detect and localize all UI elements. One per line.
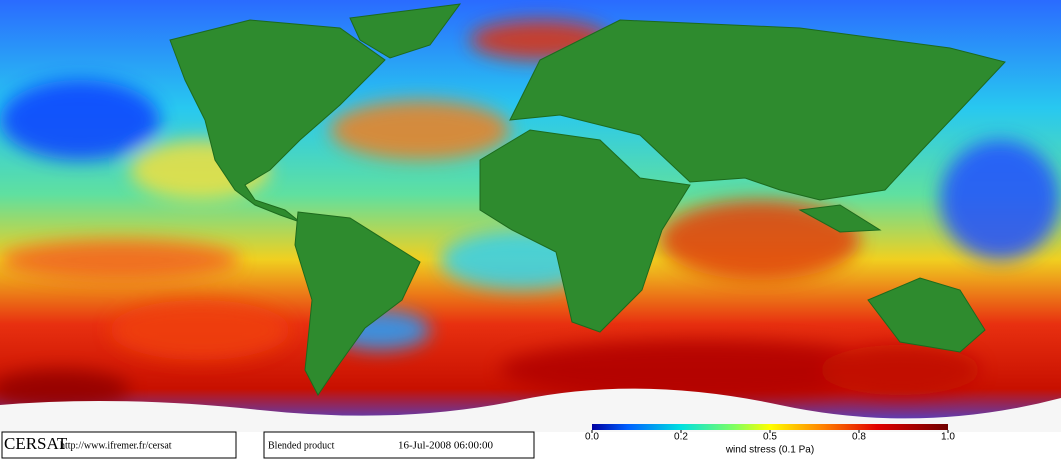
colorbar-tick-label: 0.5 xyxy=(763,432,777,443)
colorbar-ticks: 0.0 0.2 0.5 0.8 1.0 xyxy=(585,430,955,443)
colorbar-tick-label: 0.2 xyxy=(674,432,688,443)
logo: CERSAT xyxy=(4,434,68,453)
colorbar-label: wind stress (0.1 Pa) xyxy=(725,445,814,456)
product-box xyxy=(263,431,535,459)
colorbar xyxy=(592,424,948,430)
antarctica xyxy=(0,388,1061,432)
colorbar-tick-label: 0.0 xyxy=(585,432,599,443)
product: Blended product xyxy=(268,440,335,451)
url: http://www.ifremer.fr/cersat xyxy=(60,440,172,451)
logo-box xyxy=(1,431,237,459)
timestamp: 16-Jul-2008 06:00:00 xyxy=(398,440,494,452)
colorbar-tick-label: 1.0 xyxy=(941,432,955,443)
land xyxy=(169,3,1006,396)
colorbar-tick-label: 0.8 xyxy=(852,432,866,443)
